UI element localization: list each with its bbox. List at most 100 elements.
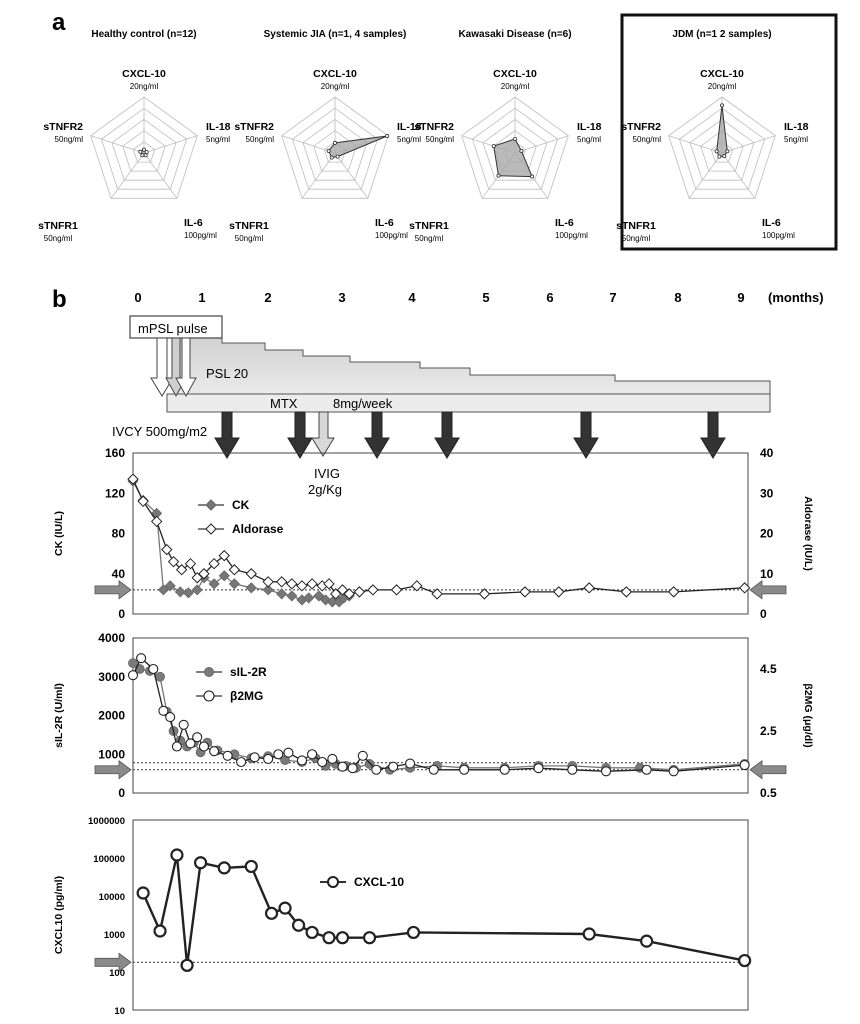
data-point: [198, 568, 210, 580]
data-point: [222, 750, 233, 761]
data-point: [291, 918, 306, 932]
radar-axis-unit: 50ng/ml: [622, 234, 651, 243]
radar-axis-label: CXCL-10: [700, 68, 744, 80]
data-point: [184, 557, 197, 570]
data-point: [136, 886, 150, 900]
data-point: [286, 578, 298, 590]
y-tick-label: 80: [112, 527, 126, 541]
data-point: [357, 750, 368, 761]
radar-1: Healthy control (n=12) CXCL-10 20ng/ml IL-1…: [38, 29, 231, 243]
radar-axis-unit: 20ng/ml: [130, 82, 159, 91]
data-point: [175, 564, 188, 576]
legend-label: Aldorase: [232, 522, 284, 536]
radar-axis-unit: 50ng/ml: [415, 234, 444, 243]
y-tick-label: 0: [118, 786, 125, 800]
legend-marker: [203, 690, 215, 702]
ivig-dose-label: 2g/Kg: [308, 482, 342, 497]
radar-axis-unit: 50ng/ml: [426, 135, 455, 144]
radar-4: JDM (n=1 2 samples) CXCL-10 20ng/ml IL-18 5n…: [616, 13, 838, 251]
radar-grid-ring: [700, 130, 744, 172]
data-point: [364, 759, 375, 769]
data-point: [322, 931, 336, 945]
data-point: [127, 670, 139, 681]
data-point: [278, 901, 292, 915]
data-point: [245, 582, 257, 594]
radar-spoke: [721, 152, 756, 199]
plot-frame: [132, 819, 749, 1011]
y2-tick-label: 20: [760, 527, 774, 541]
data-point: [499, 764, 510, 775]
month-tick-label: 0: [134, 290, 141, 305]
y-tick-label: 1000000: [88, 816, 125, 827]
y-tick-label: 100: [109, 968, 125, 979]
panel-a-label: a: [52, 9, 66, 36]
y-tick-label: 160: [105, 446, 125, 460]
data-point: [161, 543, 173, 556]
radar-title: JDM (n=1 2 samples): [672, 29, 771, 40]
y-tick-label: 100000: [93, 854, 125, 865]
data-point: [317, 756, 328, 768]
ivcy-arrow-1: [214, 411, 240, 459]
radar-grid-ring: [482, 118, 548, 181]
data-point: [158, 705, 169, 716]
data-point: [336, 584, 349, 596]
radar-grid-ring: [689, 118, 755, 181]
radar-point: [720, 103, 725, 108]
radar-axis-unit: 20ng/ml: [501, 82, 530, 91]
line-chart-1: 0 40 80 120 160 0 10 20 30 40 CK (IU/L) Aldorase (I…: [53, 446, 814, 621]
radar-grid-ring: [710, 141, 734, 163]
data-point: [347, 763, 358, 774]
y-tick-label: 10000: [99, 892, 125, 903]
data-point: [276, 588, 288, 600]
ivcy-arrow-4: [434, 411, 460, 459]
legend-marker: [205, 523, 217, 535]
data-point: [362, 931, 377, 945]
radar-point: [140, 153, 145, 158]
y-axis-label: CXCL10 (pg/ml): [53, 876, 65, 954]
data-point: [405, 758, 416, 769]
radar-data-polygon: [328, 135, 388, 159]
data-point: [218, 570, 230, 582]
month-tick-label: 4: [408, 290, 416, 305]
radar-spoke: [301, 152, 336, 199]
radar-axis-label: sTNFR2: [234, 121, 274, 133]
radar-point: [513, 136, 518, 141]
data-point: [127, 473, 139, 485]
data-point: [228, 578, 240, 590]
y2-tick-label: 30: [760, 486, 774, 500]
radar-spoke: [721, 135, 776, 154]
radar-axis-unit: 5ng/ml: [784, 135, 808, 144]
radar-axis-label: IL-18: [397, 121, 422, 133]
radar-charts: Healthy control (n=12) CXCL-10 20ng/ml IL-1…: [38, 13, 838, 251]
radar-axis-label: IL-6: [762, 217, 781, 229]
radar-spoke: [688, 152, 723, 199]
radar-data-polygon: [493, 138, 533, 178]
radar-data-polygon: [716, 105, 728, 158]
month-tick-label: 2: [264, 290, 271, 305]
month-unit-label: (months): [768, 290, 824, 305]
data-point: [641, 764, 652, 775]
data-point: [171, 741, 182, 752]
y-tick-label: 0: [118, 607, 125, 621]
data-point: [264, 906, 279, 920]
psl-label: PSL 20: [206, 366, 248, 381]
radar-axis-label: IL-18: [784, 121, 809, 133]
data-point: [198, 741, 210, 752]
radar-grid-ring: [678, 107, 766, 190]
radar-spoke: [514, 135, 569, 154]
y2-tick-label: 40: [760, 446, 774, 460]
radar-point: [722, 154, 727, 159]
reference-arrow-left: [94, 759, 132, 780]
data-point: [533, 763, 544, 774]
ivcy-arrow-5: [573, 411, 599, 459]
y2-tick-label: 4.5: [760, 662, 777, 676]
radar-spoke: [90, 135, 145, 154]
radar-2: Systemic JIA (n=1, 4 samples) CXCL-10 20ng…: [229, 29, 422, 243]
data-point: [228, 564, 241, 576]
data-point: [165, 711, 176, 723]
radar-point: [385, 134, 390, 139]
data-point: [208, 578, 220, 590]
radar-spoke: [668, 135, 723, 154]
radar-title: Systemic JIA (n=1, 4 samples): [264, 29, 407, 40]
